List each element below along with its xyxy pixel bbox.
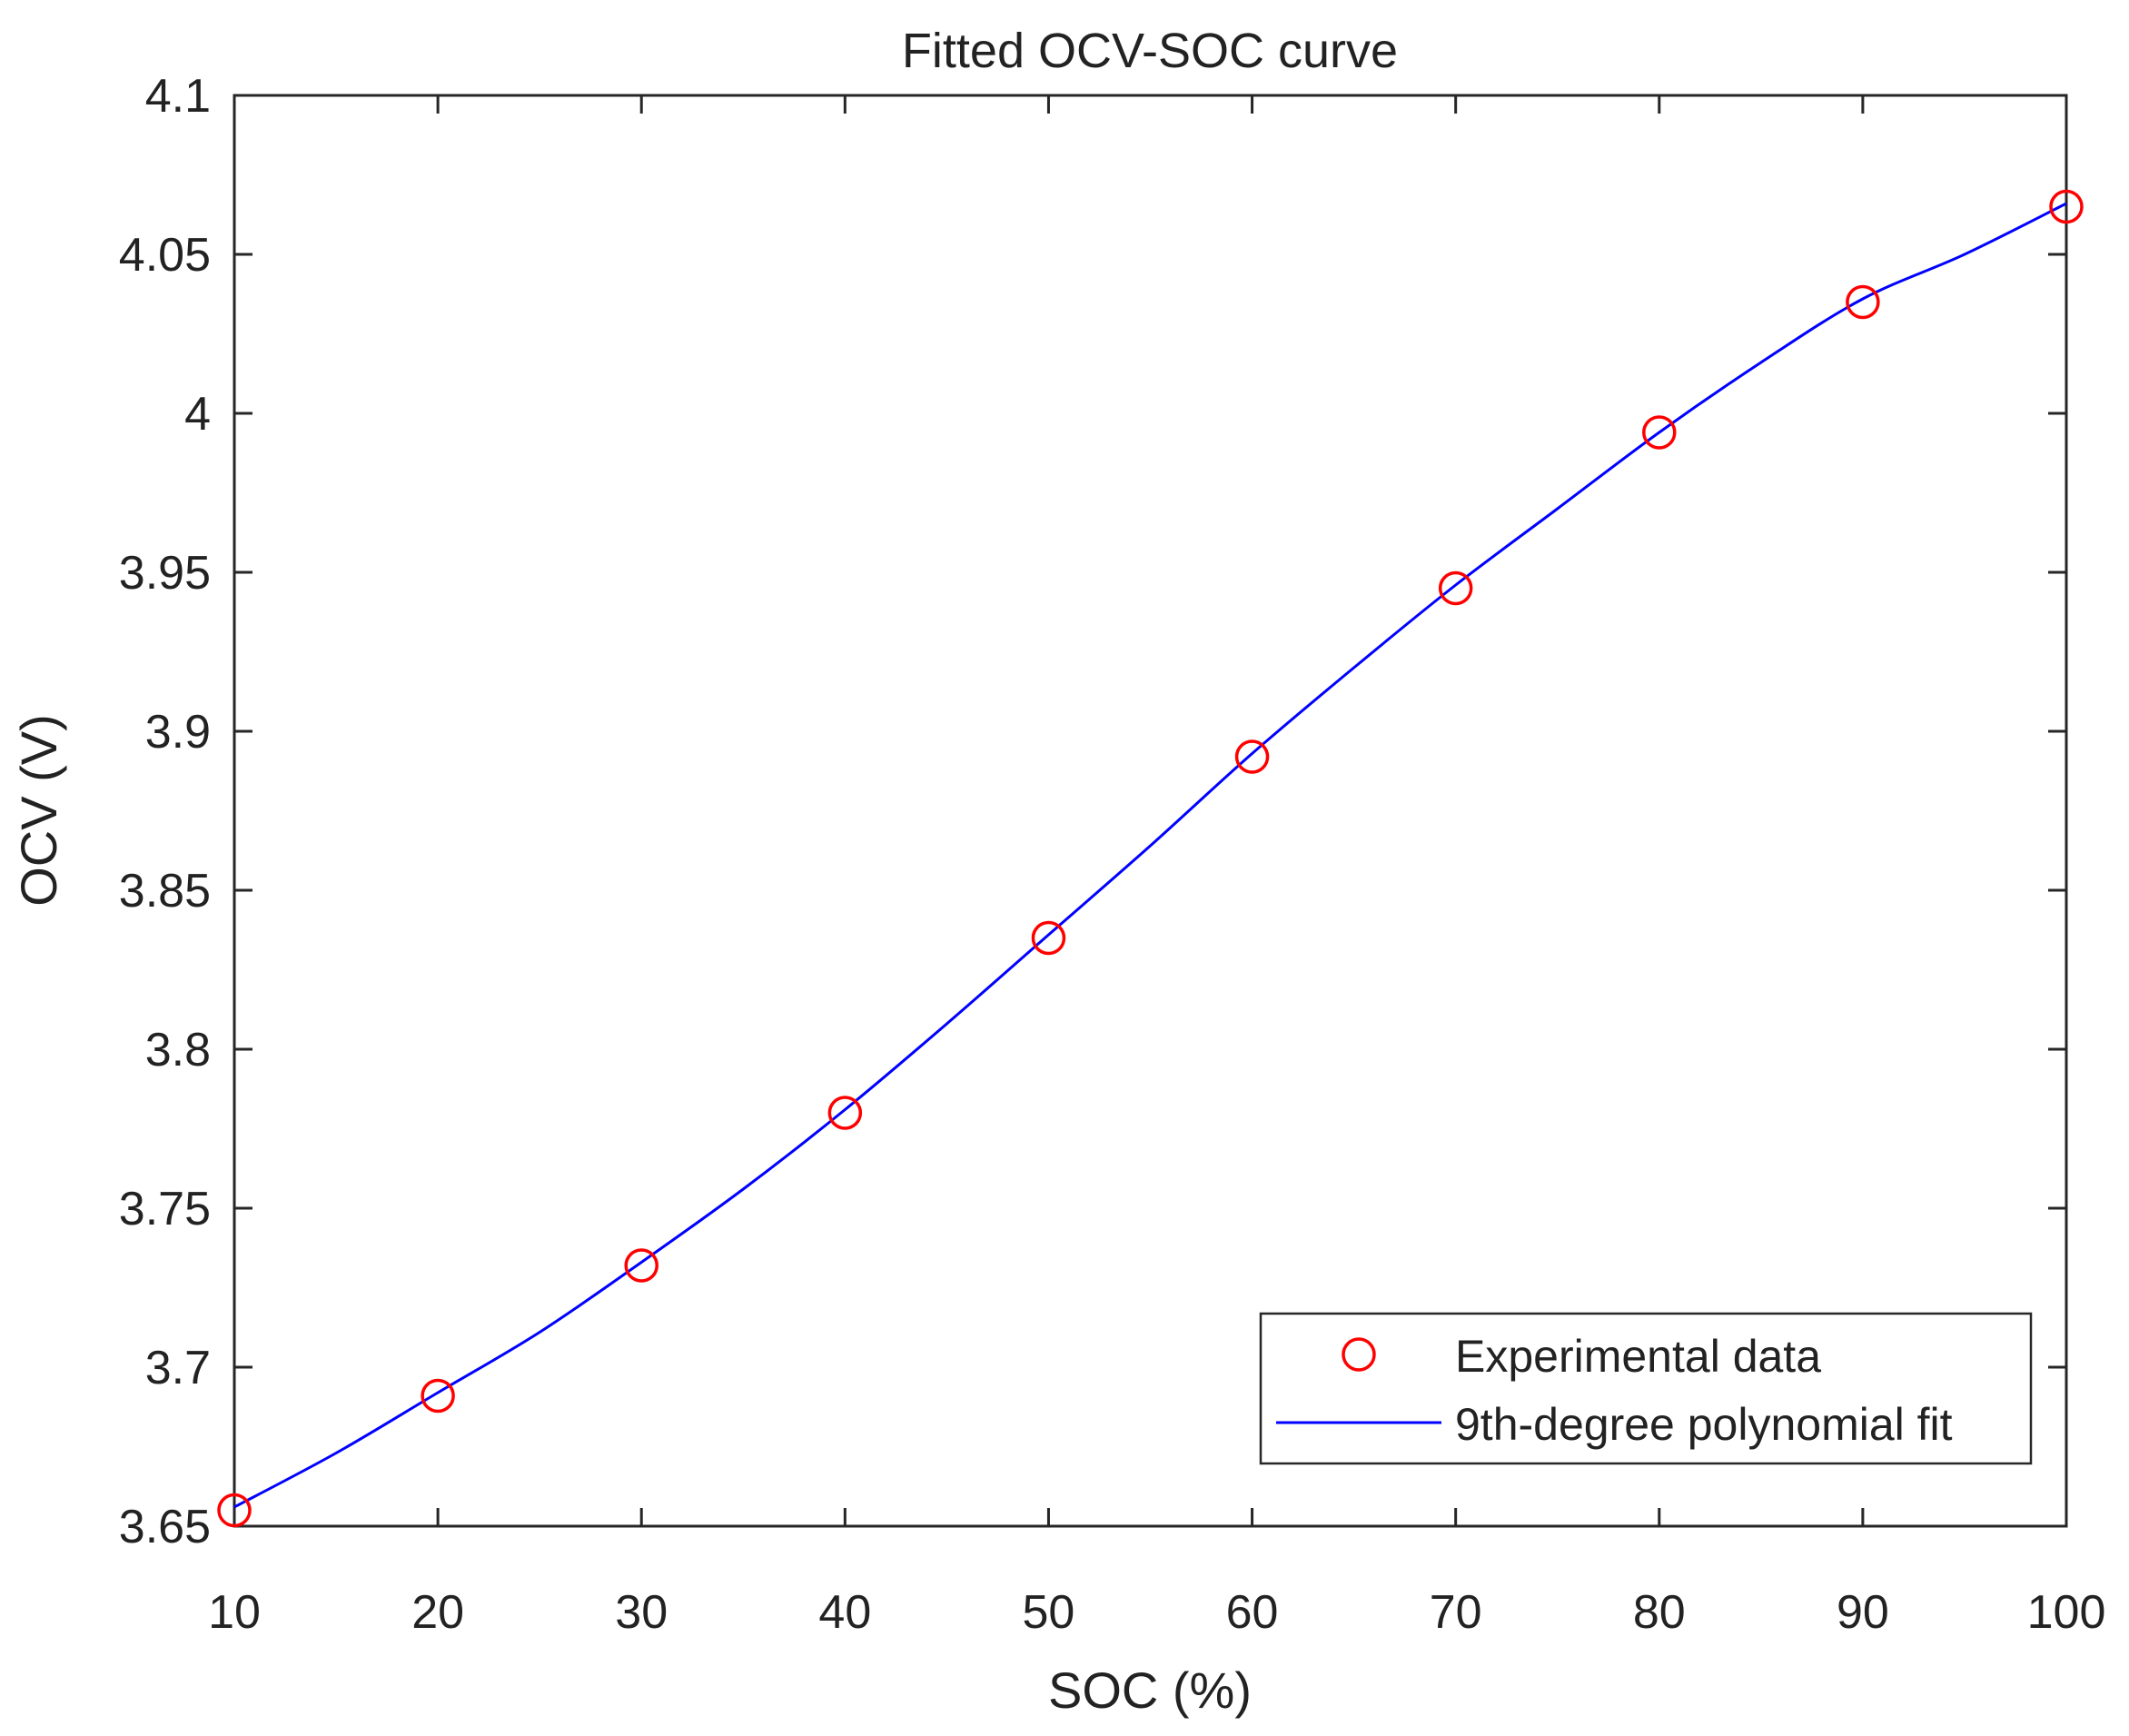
data-point-60 <box>1234 739 1270 774</box>
x-tick-label: 100 <box>2027 1586 2106 1639</box>
data-point-10 <box>217 1493 252 1528</box>
y-tick-label: 4 <box>184 388 211 441</box>
x-axis: 10 20 30 40 50 60 70 80 90 100 <box>208 95 2105 1639</box>
y-tick-label: 3.7 <box>145 1342 211 1394</box>
series-layer <box>217 189 2084 1528</box>
data-point-80 <box>1642 415 1677 450</box>
data-point-40 <box>827 1096 863 1130</box>
y-tick-label: 3.95 <box>119 547 211 600</box>
data-point-70 <box>1438 570 1473 606</box>
legend-label-experimental: Experimental data <box>1455 1331 1821 1382</box>
y-axis-label: OCV (V) <box>10 714 67 907</box>
x-tick-label: 30 <box>615 1586 668 1639</box>
legend-box <box>1259 1312 2033 1465</box>
x-tick-label: 10 <box>208 1586 261 1639</box>
fit-line <box>233 202 2067 1509</box>
y-axis: 3.65 3.7 3.75 3.8 3.85 3.9 3.95 4 4.05 4.1 <box>119 70 2066 1553</box>
x-tick-label: 90 <box>1837 1586 1889 1639</box>
plot-area <box>233 94 2068 1528</box>
legend: Experimental data 9th-degree polynomial … <box>1259 1312 2033 1465</box>
x-tick-label: 50 <box>1023 1586 1075 1639</box>
y-tick-label: 3.65 <box>119 1501 211 1553</box>
y-tick-label: 4.05 <box>119 229 211 282</box>
y-tick-label: 3.9 <box>145 706 211 759</box>
data-point-30 <box>624 1248 659 1283</box>
legend-marker-experimental <box>1342 1337 1376 1372</box>
x-tick-label: 60 <box>1226 1586 1279 1639</box>
x-tick-label: 70 <box>1430 1586 1482 1639</box>
y-tick-label: 3.75 <box>119 1183 211 1235</box>
x-tick-label: 20 <box>411 1586 464 1639</box>
y-tick-label: 4.1 <box>145 70 211 123</box>
x-tick-label: 80 <box>1633 1586 1686 1639</box>
data-point-50 <box>1031 920 1066 956</box>
data-point-90 <box>1846 284 1880 320</box>
data-point-20 <box>421 1378 455 1414</box>
legend-label-fit: 9th-degree polynomial fit <box>1455 1399 1953 1450</box>
chart-title: Fitted OCV-SOC curve <box>902 24 1398 78</box>
data-point-100 <box>2049 189 2084 224</box>
y-tick-label: 3.8 <box>145 1024 211 1076</box>
x-tick-label: 40 <box>818 1586 871 1639</box>
x-axis-label: SOC (%) <box>1048 1662 1252 1719</box>
y-tick-label: 3.85 <box>119 865 211 918</box>
